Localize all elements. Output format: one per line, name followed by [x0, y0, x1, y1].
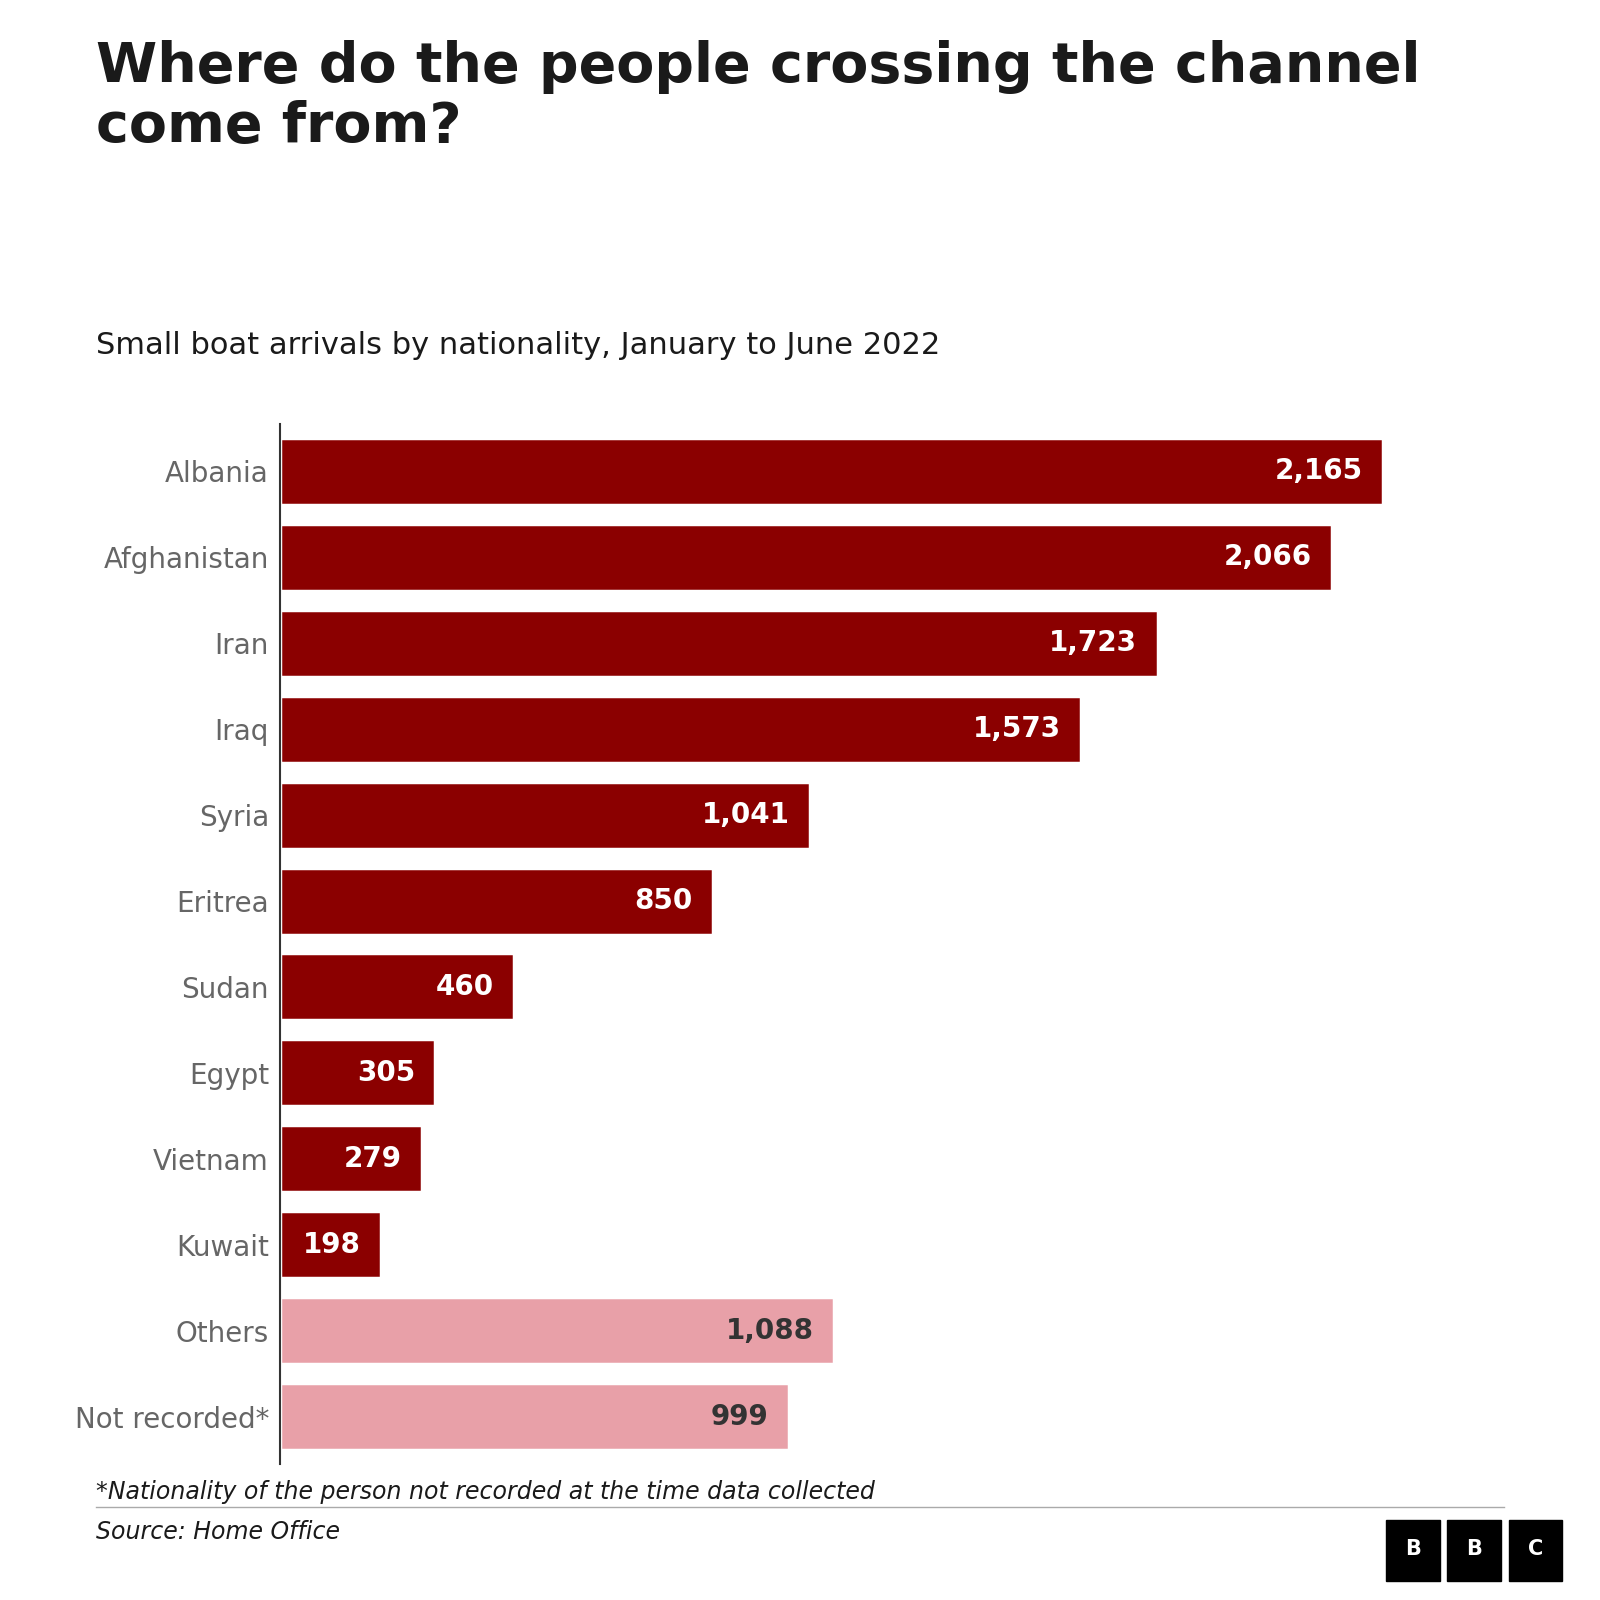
Text: 1,723: 1,723: [1050, 629, 1138, 658]
Bar: [280, 1298, 834, 1365]
Bar: [280, 610, 1158, 677]
Text: 279: 279: [344, 1146, 402, 1173]
Text: Where do the people crossing the channel
come from?: Where do the people crossing the channel…: [96, 40, 1421, 154]
Text: 1,573: 1,573: [973, 715, 1061, 742]
Text: 2,066: 2,066: [1224, 544, 1312, 571]
Bar: [280, 1040, 435, 1107]
Text: Small boat arrivals by nationality, January to June 2022: Small boat arrivals by nationality, Janu…: [96, 331, 941, 360]
Text: B: B: [1466, 1539, 1482, 1558]
Text: 198: 198: [302, 1230, 360, 1259]
Text: 1,041: 1,041: [702, 802, 790, 829]
Bar: [280, 867, 714, 934]
Bar: [280, 1384, 789, 1450]
Text: 305: 305: [357, 1059, 414, 1086]
Text: 999: 999: [710, 1403, 768, 1430]
Text: 1,088: 1,088: [726, 1317, 814, 1344]
Text: C: C: [1528, 1539, 1542, 1558]
Bar: [280, 781, 810, 848]
Bar: [280, 523, 1333, 590]
Text: Source: Home Office: Source: Home Office: [96, 1520, 339, 1544]
FancyBboxPatch shape: [1386, 1520, 1440, 1581]
Bar: [280, 696, 1082, 763]
FancyBboxPatch shape: [1446, 1520, 1501, 1581]
Text: 460: 460: [435, 973, 494, 1002]
Bar: [280, 1211, 381, 1278]
Bar: [280, 954, 514, 1021]
Text: B: B: [1405, 1539, 1421, 1558]
Text: 2,165: 2,165: [1274, 458, 1363, 485]
Text: 850: 850: [634, 886, 693, 915]
FancyBboxPatch shape: [1509, 1520, 1563, 1581]
Bar: [280, 1125, 422, 1192]
Text: *Nationality of the person not recorded at the time data collected: *Nationality of the person not recorded …: [96, 1480, 875, 1504]
Bar: [280, 438, 1382, 504]
